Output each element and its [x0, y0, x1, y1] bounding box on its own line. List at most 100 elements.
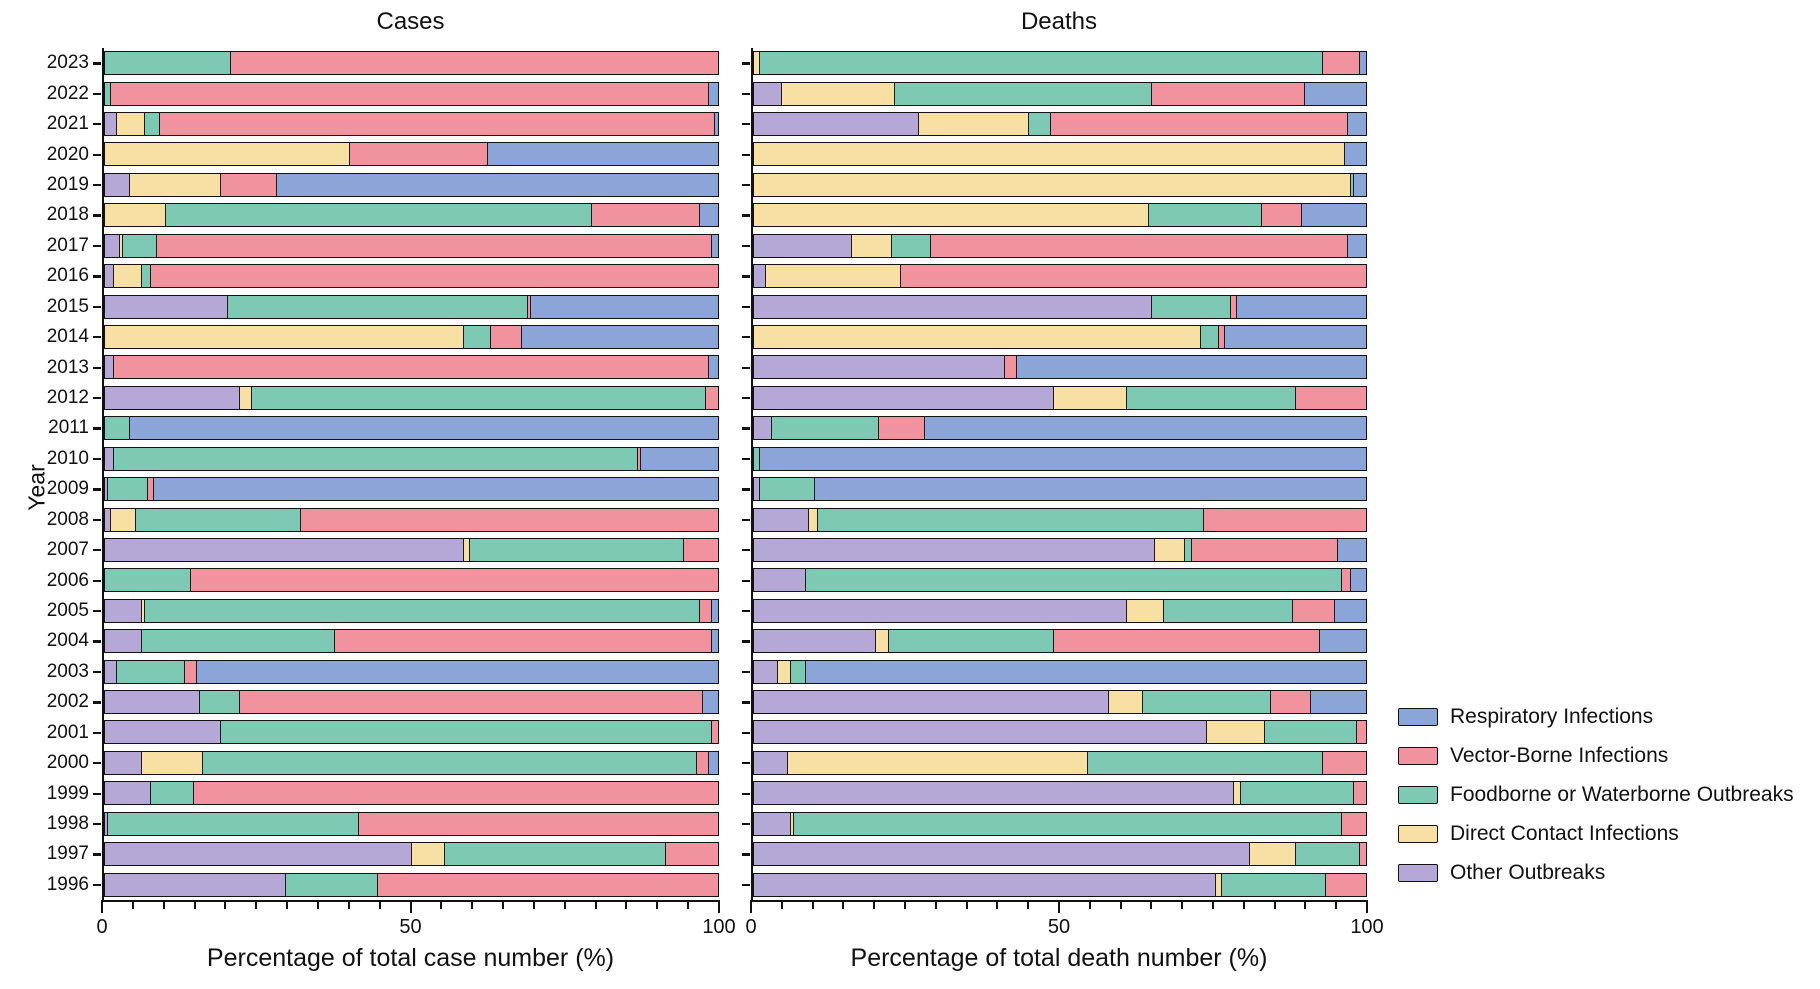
segment-vector-borne-infections [147, 478, 155, 501]
row-2006-deaths [753, 565, 1367, 595]
y-tick [742, 92, 750, 96]
row-1997-cases [104, 839, 719, 869]
segment-respiratory-infections [276, 173, 718, 196]
segment-foodborne-or-waterborne-outbreaks [760, 478, 816, 501]
segment-direct-contact-infections [411, 843, 446, 866]
y-tick [93, 762, 101, 765]
y-tick [93, 518, 101, 522]
cases-x-axis-title: Percentage of total case number (%) [206, 944, 615, 972]
y-tick [742, 883, 750, 887]
segment-vector-borne-infections [699, 599, 712, 622]
segment-foodborne-or-waterborne-outbreaks [1265, 721, 1357, 744]
row-2000-deaths [753, 748, 1367, 778]
x-minor-tick-15 [842, 902, 845, 909]
stacked-bar-1997 [104, 842, 719, 867]
segment-vector-borne-infections [1359, 843, 1366, 866]
row-2017-cases [104, 231, 719, 261]
segment-foodborne-or-waterborne-outbreaks [252, 386, 706, 409]
row-2020-deaths [753, 139, 1367, 169]
stacked-bar-1999 [104, 781, 719, 806]
segment-other-outbreaks [105, 447, 115, 470]
legend-swatch-respiratory [1398, 707, 1438, 726]
y-tick [93, 336, 101, 339]
segment-vector-borne-infections [684, 538, 718, 561]
year-label-2000: 2000 [46, 752, 89, 774]
segment-foodborne-or-waterborne-outbreaks [1222, 873, 1327, 896]
stacked-bar-2022 [104, 81, 719, 106]
segment-direct-contact-infections [754, 52, 761, 75]
row-2003-cases [104, 656, 719, 686]
legend-swatch-direct [1398, 824, 1438, 843]
row-2022-cases [104, 78, 719, 108]
row-2015-deaths [753, 291, 1367, 321]
row-2007-cases [104, 535, 719, 565]
y-tick [93, 701, 101, 704]
y-tick [742, 731, 750, 735]
row-2003-deaths [753, 656, 1367, 686]
segment-respiratory-infections [708, 82, 718, 105]
row-2014-deaths [753, 322, 1367, 352]
segment-foodborne-or-waterborne-outbreaks [200, 691, 240, 714]
segment-foodborne-or-waterborne-outbreaks [141, 265, 151, 288]
segment-respiratory-infections [641, 447, 718, 470]
x-major-tick-50 [409, 902, 412, 913]
row-2023-deaths [753, 48, 1367, 78]
segment-other-outbreaks [105, 508, 112, 531]
segment-vector-borne-infections [1219, 326, 1226, 348]
segment-vector-borne-infections [301, 508, 718, 531]
segment-respiratory-infections [488, 143, 718, 166]
segment-foodborne-or-waterborne-outbreaks [144, 113, 161, 136]
x-minor-tick-80 [594, 902, 597, 909]
year-label-2008: 2008 [46, 508, 89, 530]
row-2018-cases [104, 200, 719, 230]
row-2009-deaths [753, 474, 1367, 504]
x-minor-tick-30 [934, 902, 937, 909]
row-2000-cases [104, 748, 719, 778]
row-2012-cases [104, 383, 719, 413]
segment-other-outbreaks [754, 386, 1054, 409]
segment-vector-borne-infections [1271, 691, 1311, 714]
segment-foodborne-or-waterborne-outbreaks [894, 82, 1152, 105]
segment-foodborne-or-waterborne-outbreaks [123, 234, 158, 257]
segment-respiratory-infections [129, 417, 718, 440]
segment-respiratory-infections [521, 326, 718, 348]
stacked-bar-2007 [104, 537, 719, 562]
stacked-bar-2001 [753, 720, 1367, 745]
stacked-bar-2019 [104, 172, 719, 197]
segment-vector-borne-infections [1323, 751, 1366, 774]
segment-other-outbreaks [754, 113, 920, 136]
row-2002-cases [104, 687, 719, 717]
segment-foodborne-or-waterborne-outbreaks [135, 508, 302, 531]
y-tick [93, 822, 101, 826]
x-tick-label-0: 0 [745, 916, 757, 938]
segment-respiratory-infections [1225, 326, 1366, 348]
segment-vector-borne-infections [638, 447, 642, 470]
stacked-bar-2010 [104, 446, 719, 471]
segment-direct-contact-infections [114, 265, 142, 288]
x-tick-label-50: 50 [399, 916, 422, 938]
row-2018-deaths [753, 200, 1367, 230]
segment-vector-borne-infections [1203, 508, 1366, 531]
row-2010-cases [104, 443, 719, 473]
segment-vector-borne-infections [1191, 538, 1339, 561]
segment-vector-borne-infections [190, 569, 718, 592]
row-1997-deaths [753, 839, 1367, 869]
row-2021-cases [104, 109, 719, 139]
x-minor-tick-45 [378, 902, 381, 909]
segment-foodborne-or-waterborne-outbreaks [1295, 843, 1360, 866]
y-tick [742, 549, 750, 552]
segment-foodborne-or-waterborne-outbreaks [285, 873, 378, 896]
year-label-2018: 2018 [46, 204, 89, 226]
y-tick [93, 183, 101, 187]
segment-direct-contact-infections [790, 812, 794, 835]
segment-direct-contact-infections [117, 113, 145, 136]
segment-foodborne-or-waterborne-outbreaks [117, 660, 185, 683]
y-tick [93, 427, 101, 430]
segment-other-outbreaks [754, 873, 1217, 896]
x-minor-tick-5 [131, 902, 134, 909]
segment-direct-contact-infections [1154, 538, 1186, 561]
segment-respiratory-infections [711, 234, 718, 257]
segment-direct-contact-infections [754, 173, 1351, 196]
segment-foodborne-or-waterborne-outbreaks [108, 478, 148, 501]
row-2005-cases [104, 596, 719, 626]
